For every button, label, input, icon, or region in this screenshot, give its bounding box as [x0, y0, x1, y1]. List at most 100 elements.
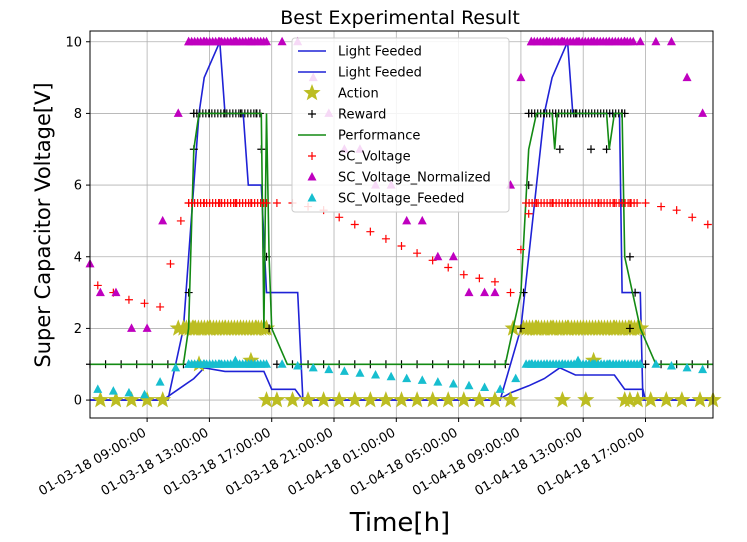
- data-point: [324, 364, 334, 374]
- data-point: [339, 366, 349, 375]
- data-point: [108, 386, 118, 395]
- data-point: [642, 391, 660, 408]
- data-point: [173, 108, 183, 117]
- legend-entry-label: SC_Voltage_Feeded: [338, 192, 464, 207]
- series-line: [90, 112, 713, 366]
- y-tick-label: 0: [74, 394, 82, 409]
- legend-marker-swatch: [308, 152, 316, 160]
- data-point: [402, 373, 412, 383]
- legend-marker-swatch: [303, 84, 321, 101]
- data-point: [459, 270, 468, 279]
- data-point: [199, 359, 209, 368]
- x-tick-label: 01-04-18 09:00:00: [410, 425, 523, 499]
- data-point: [688, 213, 697, 222]
- data-point: [268, 391, 286, 408]
- data-point: [672, 206, 681, 215]
- data-point: [216, 319, 234, 336]
- data-point: [555, 145, 564, 154]
- data-point: [641, 199, 650, 207]
- data-point: [408, 391, 426, 408]
- data-point: [604, 36, 614, 46]
- data-point: [417, 375, 427, 384]
- data-point: [553, 391, 571, 408]
- data-point: [246, 199, 255, 207]
- data-point: [633, 199, 642, 207]
- data-point: [215, 199, 224, 207]
- data-point: [184, 288, 193, 297]
- data-point: [691, 391, 709, 408]
- data-point: [171, 362, 181, 372]
- data-point: [557, 359, 567, 368]
- data-point: [625, 199, 634, 207]
- plot-frame: [89, 30, 714, 419]
- data-point: [232, 319, 250, 336]
- data-point: [377, 391, 395, 408]
- y-tick-label: 4: [74, 250, 82, 265]
- data-point: [424, 391, 442, 408]
- data-point: [381, 234, 390, 243]
- data-point: [682, 362, 692, 372]
- series-7: [93, 355, 708, 399]
- data-point: [651, 359, 661, 368]
- data-point: [124, 387, 134, 397]
- data-point: [91, 391, 109, 408]
- data-point: [527, 319, 545, 336]
- data-point: [629, 391, 647, 408]
- data-point: [330, 391, 348, 408]
- data-point: [140, 299, 149, 308]
- data-point: [524, 109, 533, 118]
- data-point: [495, 384, 505, 393]
- data-point: [673, 391, 691, 408]
- data-point: [698, 108, 708, 117]
- data-point: [247, 319, 265, 336]
- data-point: [397, 242, 406, 250]
- x-tick-label: 01-03-18 09:00:00: [36, 425, 149, 499]
- data-point: [628, 36, 638, 46]
- data-point: [361, 391, 379, 408]
- data-point: [200, 319, 218, 336]
- data-point: [169, 319, 187, 336]
- data-point: [392, 391, 411, 408]
- data-point: [448, 251, 458, 261]
- data-point: [470, 391, 488, 408]
- data-point: [573, 36, 583, 46]
- legend-marker-swatch: [307, 172, 317, 181]
- data-point: [574, 319, 592, 336]
- data-point: [526, 36, 536, 46]
- data-point: [532, 199, 541, 207]
- data-point: [557, 36, 567, 46]
- series-layer: [85, 36, 722, 408]
- data-point: [184, 199, 193, 207]
- y-axis-title: Super Capacitor Voltage[V]: [31, 82, 55, 367]
- data-point: [350, 220, 359, 229]
- data-point: [594, 199, 603, 207]
- data-point: [215, 36, 225, 46]
- data-point: [589, 359, 599, 368]
- data-point: [625, 252, 634, 261]
- data-point: [355, 368, 365, 377]
- data-point: [464, 380, 474, 390]
- data-point: [402, 215, 412, 225]
- data-point: [200, 199, 209, 207]
- data-point: [604, 359, 614, 368]
- data-point: [231, 199, 240, 207]
- data-point: [490, 287, 500, 297]
- legend-marker-swatch: [307, 193, 317, 202]
- data-point: [156, 302, 165, 311]
- legend-marker-swatch: [308, 110, 316, 118]
- data-point: [299, 391, 317, 408]
- x-tick-label: 01-03-18 17:00:00: [161, 425, 274, 499]
- data-point: [586, 145, 595, 154]
- data-point: [542, 359, 552, 368]
- series-6: [85, 36, 708, 332]
- legend: Light Feeded Light Feeded Action Reward Perf…: [291, 37, 510, 213]
- data-point: [605, 319, 623, 336]
- data-point: [413, 249, 422, 258]
- data-point: [95, 287, 105, 297]
- data-point: [142, 323, 152, 332]
- data-point: [262, 199, 271, 207]
- data-point: [524, 209, 533, 218]
- data-point: [262, 359, 272, 368]
